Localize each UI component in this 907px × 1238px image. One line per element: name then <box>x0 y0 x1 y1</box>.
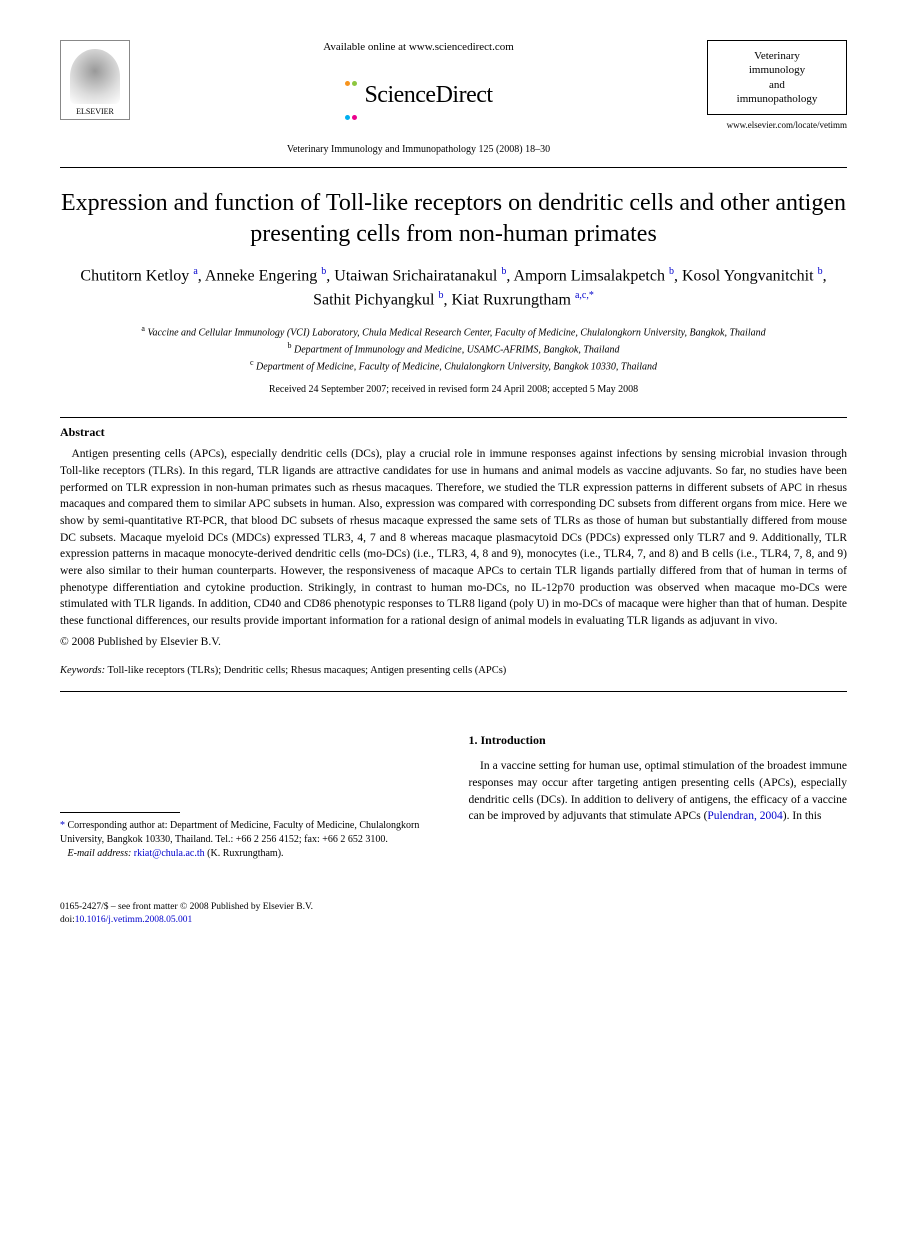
horizontal-rule <box>60 417 847 418</box>
abstract-text: Antigen presenting cells (APCs), especia… <box>60 446 847 629</box>
affiliation-b: b Department of Immunology and Medicine,… <box>60 340 847 357</box>
abstract-section: Abstract Antigen presenting cells (APCs)… <box>60 424 847 650</box>
journal-box-container: Veterinary immunology and immunopatholog… <box>707 40 847 132</box>
right-column: 1. Introduction In a vaccine setting for… <box>469 732 848 861</box>
journal-box-line: immunology <box>714 63 840 77</box>
elsevier-tree-icon <box>70 49 120 104</box>
corresp-text: Corresponding author at: Department of M… <box>60 820 419 845</box>
star-icon: * <box>60 820 65 831</box>
footnote-rule <box>60 812 180 813</box>
sciencedirect-brand: ScienceDirect <box>150 63 687 130</box>
issn-line: 0165-2427/$ – see front matter © 2008 Pu… <box>60 901 847 914</box>
horizontal-rule <box>60 167 847 168</box>
journal-url: www.elsevier.com/locate/vetimm <box>707 119 847 132</box>
journal-box-line: immunopathology <box>714 92 840 106</box>
doi-label: doi: <box>60 915 75 925</box>
left-column: * Corresponding author at: Department of… <box>60 732 439 861</box>
email-label: E-mail address: <box>68 848 132 859</box>
affiliations: a Vaccine and Cellular Immunology (VCI) … <box>60 323 847 375</box>
center-header: Available online at www.sciencedirect.co… <box>130 40 707 157</box>
elsevier-logo-block: ELSEVIER <box>60 40 130 120</box>
keywords-text: Toll-like receptors (TLRs); Dendritic ce… <box>108 665 507 676</box>
journal-reference: Veterinary Immunology and Immunopatholog… <box>150 143 687 157</box>
journal-title-box: Veterinary immunology and immunopatholog… <box>707 40 847 115</box>
intro-paragraph: In a vaccine setting for human use, opti… <box>469 758 848 825</box>
available-online-text: Available online at www.sciencedirect.co… <box>150 40 687 55</box>
elsevier-logo: ELSEVIER <box>60 40 130 120</box>
journal-box-line: Veterinary <box>714 49 840 63</box>
two-column-section: * Corresponding author at: Department of… <box>60 732 847 861</box>
footer-info: 0165-2427/$ – see front matter © 2008 Pu… <box>60 901 847 928</box>
abstract-heading: Abstract <box>60 424 847 441</box>
email-suffix: (K. Ruxrungtham). <box>207 848 283 859</box>
paper-header: ELSEVIER Available online at www.science… <box>60 40 847 157</box>
sciencedirect-dots-icon <box>344 63 358 130</box>
elsevier-label: ELSEVIER <box>76 106 114 117</box>
article-dates: Received 24 September 2007; received in … <box>60 383 847 397</box>
intro-citation-link[interactable]: Pulendran, 2004 <box>707 810 782 822</box>
affiliation-a: a Vaccine and Cellular Immunology (VCI) … <box>60 323 847 340</box>
corresponding-author: * Corresponding author at: Department of… <box>60 819 439 861</box>
authors-list: Chutitorn Ketloy a, Anneke Engering b, U… <box>60 264 847 313</box>
doi-link[interactable]: 10.1016/j.vetimm.2008.05.001 <box>75 915 192 925</box>
journal-box-line: and <box>714 78 840 92</box>
sciencedirect-text: ScienceDirect <box>364 83 492 109</box>
corresp-email-link[interactable]: rkiat@chula.ac.th <box>134 848 205 859</box>
keywords-label: Keywords: <box>60 665 105 676</box>
affiliation-c: c Department of Medicine, Faculty of Med… <box>60 357 847 374</box>
intro-heading: 1. Introduction <box>469 732 848 749</box>
paper-title: Expression and function of Toll-like rec… <box>60 188 847 250</box>
intro-text-after: ). In this <box>783 810 822 822</box>
keywords-section: Keywords: Toll-like receptors (TLRs); De… <box>60 664 847 679</box>
doi-line: doi:10.1016/j.vetimm.2008.05.001 <box>60 914 847 927</box>
copyright-line: © 2008 Published by Elsevier B.V. <box>60 634 847 650</box>
horizontal-rule <box>60 691 847 692</box>
